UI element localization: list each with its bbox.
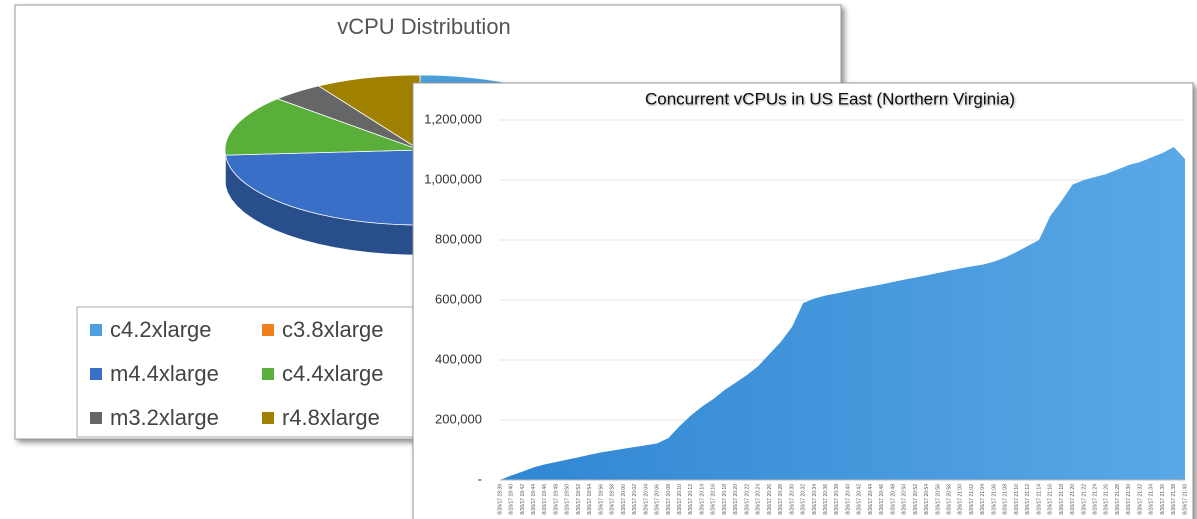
- x-tick-label: 8/26/17 20:32: [801, 484, 807, 515]
- x-tick-label: 8/26/17 20:08: [666, 484, 672, 515]
- x-tick-label: 8/26/17 21:26: [1104, 484, 1110, 515]
- x-tick-label: 8/26/17 20:20: [733, 484, 739, 515]
- y-tick-label: 1,200,000: [424, 111, 482, 126]
- x-tick-label: 8/26/17 21:04: [980, 484, 986, 515]
- x-tick-label: 8/26/17 19:46: [542, 484, 548, 515]
- legend-swatch: [262, 324, 274, 336]
- x-tick-label: 8/26/17 20:14: [699, 484, 705, 515]
- x-tick-label: 8/26/17 21:02: [969, 484, 975, 515]
- x-tick-label: 8/26/17 21:18: [1059, 484, 1065, 515]
- y-tick-label: 1,000,000: [424, 171, 482, 186]
- x-tick-label: 8/26/17 21:34: [1149, 484, 1155, 515]
- x-tick-label: 8/26/17 21:08: [1003, 484, 1009, 515]
- x-tick-label: 8/26/17 20:56: [935, 484, 941, 515]
- x-tick-label: 8/26/17 21:00: [958, 484, 964, 515]
- legend-label: c4.2xlarge: [110, 317, 212, 342]
- legend-label: c4.4xlarge: [282, 361, 384, 386]
- legend-swatch: [262, 368, 274, 380]
- x-tick-label: 8/26/17 21:14: [1036, 484, 1042, 515]
- x-tick-label: 8/26/17 20:36: [823, 484, 829, 515]
- x-tick-label: 8/26/17 21:10: [1014, 484, 1020, 515]
- legend-label: m3.2xlarge: [110, 405, 219, 430]
- x-tick-label: 8/26/17 20:16: [711, 484, 717, 515]
- x-tick-label: 8/26/17 20:44: [868, 484, 874, 515]
- legend-label: r4.8xlarge: [282, 405, 380, 430]
- area-panel: Concurrent vCPUs in US East (Northern Vi…: [412, 82, 1194, 519]
- x-tick-label: 8/26/17 19:56: [598, 484, 604, 515]
- x-tick-label: 8/26/17 21:24: [1092, 484, 1098, 515]
- x-tick-label: 8/26/17 21:06: [991, 484, 997, 515]
- x-tick-label: 8/26/17 20:02: [632, 484, 638, 515]
- chart-title: vCPU Distribution: [337, 14, 511, 39]
- legend-label: m4.4xlarge: [110, 361, 219, 386]
- legend-swatch: [262, 412, 274, 424]
- x-tick-label: 8/26/17 21:40: [1182, 484, 1188, 515]
- x-tick-label: 8/26/17 20:40: [845, 484, 851, 515]
- x-tick-label: 8/26/17 20:50: [902, 484, 908, 515]
- x-tick-label: 8/26/17 20:54: [924, 484, 930, 515]
- area: [500, 147, 1185, 480]
- legend-box: [76, 306, 423, 438]
- x-tick-label: 8/26/17 21:28: [1115, 484, 1121, 515]
- x-tick-label: 8/26/17 20:42: [857, 484, 863, 515]
- x-tick-label: 8/26/17 20:22: [744, 484, 750, 515]
- y-tick-label: -: [478, 471, 482, 486]
- x-tick-label: 8/26/17 21:36: [1160, 484, 1166, 515]
- x-tick-label: 8/26/17 19:44: [531, 484, 537, 515]
- x-tick-label: 8/26/17 19:54: [587, 484, 593, 515]
- x-tick-label: 8/26/17 19:40: [509, 484, 515, 515]
- x-tick-label: 8/26/17 20:04: [643, 484, 649, 515]
- x-tick-label: 8/26/17 21:32: [1137, 484, 1143, 515]
- y-tick-label: 600,000: [435, 291, 482, 306]
- chart-title: Concurrent vCPUs in US East (Northern Vi…: [645, 89, 1015, 108]
- x-tick-label: 8/26/17 20:00: [621, 484, 627, 515]
- x-tick-label: 8/26/17 19:50: [565, 484, 571, 515]
- x-tick-label: 8/26/17 19:58: [610, 484, 616, 515]
- x-tick-label: 8/26/17 20:28: [778, 484, 784, 515]
- y-tick-label: 200,000: [435, 411, 482, 426]
- x-tick-label: 8/26/17 20:24: [756, 484, 762, 515]
- y-tick-label: 400,000: [435, 351, 482, 366]
- legend-label: c3.8xlarge: [282, 317, 384, 342]
- x-tick-label: 8/26/17 20:12: [688, 484, 694, 515]
- legend-swatch: [90, 324, 102, 336]
- x-tick-label: 8/26/17 20:34: [812, 484, 818, 515]
- x-tick-label: 8/26/17 19:38: [497, 484, 503, 515]
- x-tick-label: 8/26/17 20:26: [767, 484, 773, 515]
- x-tick-label: 8/26/17 21:12: [1025, 484, 1031, 515]
- y-tick-label: 800,000: [435, 231, 482, 246]
- x-tick-label: 8/26/17 20:48: [890, 484, 896, 515]
- x-tick-label: 8/26/17 20:52: [913, 484, 919, 515]
- x-tick-label: 8/26/17 19:52: [576, 484, 582, 515]
- x-tick-label: 8/26/17 21:30: [1126, 484, 1132, 515]
- x-tick-label: 8/26/17 20:38: [834, 484, 840, 515]
- x-tick-label: 8/26/17 21:22: [1081, 484, 1087, 515]
- legend-swatch: [90, 368, 102, 380]
- x-tick-label: 8/26/17 19:48: [553, 484, 559, 515]
- x-tick-label: 8/26/17 21:20: [1070, 484, 1076, 515]
- x-tick-label: 8/26/17 21:38: [1171, 484, 1177, 515]
- pie-slice: [224, 98, 421, 156]
- x-tick-label: 8/26/17 20:10: [677, 484, 683, 515]
- x-tick-label: 8/26/17 20:06: [655, 484, 661, 515]
- legend-swatch: [90, 412, 102, 424]
- pie-slice: [317, 74, 421, 151]
- x-tick-label: 8/26/17 20:30: [789, 484, 795, 515]
- x-tick-label: 8/26/17 20:58: [947, 484, 953, 515]
- x-tick-label: 8/26/17 20:18: [722, 484, 728, 515]
- x-tick-label: 8/26/17 21:16: [1048, 484, 1054, 515]
- x-tick-label: 8/26/17 20:46: [879, 484, 885, 515]
- x-tick-label: 8/26/17 19:42: [520, 484, 526, 515]
